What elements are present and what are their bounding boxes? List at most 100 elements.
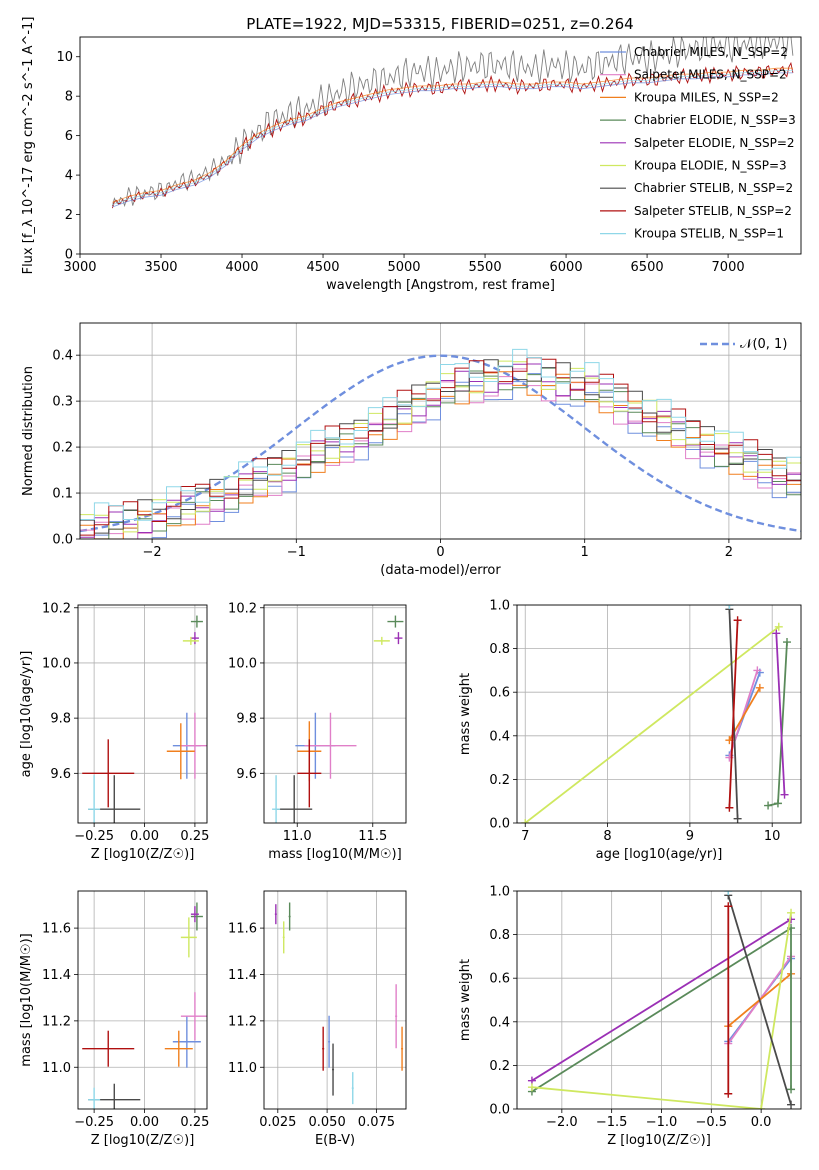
y-tick-label: 10.0 <box>228 656 257 671</box>
y-axis-label: Flux [f_λ 10^-17 erg cm^-2 s^-1 A^-1] <box>21 17 36 275</box>
axes-frame <box>77 604 208 824</box>
y-tick-label: 0.3 <box>52 395 73 410</box>
x-axis-label: Z [log10(Z/Z☉)] <box>91 1133 195 1148</box>
mass-weight-marker <box>780 790 789 799</box>
y-tick-label: 9.6 <box>236 767 257 782</box>
y-tick-label: 10.2 <box>42 601 71 616</box>
y-tick-label: 9.6 <box>50 767 71 782</box>
plot-area <box>78 891 207 1109</box>
y-tick-label: 11.0 <box>228 1061 257 1076</box>
mass-weight-vs-age-panel: 7 8 9 10 0.0 0.2 0.4 0.6 0.8 1.0 age [log10(age/yr… <box>458 599 802 862</box>
axes-frame <box>79 36 802 255</box>
legend-label: Kroupa MILES, N_SSP=2 <box>634 90 779 104</box>
mass-weight-marker <box>787 1085 796 1094</box>
legend-label: Chabrier STELIB, N_SSP=2 <box>634 181 793 195</box>
x-tick-label: 0.0 <box>751 1115 772 1130</box>
mass-weight-marker <box>725 803 734 812</box>
y-tick-label: 6 <box>65 129 73 144</box>
mass-weight-marker <box>521 819 530 823</box>
mass-weight-marker <box>773 799 782 808</box>
y-tick-label: 2 <box>65 208 73 223</box>
x-tick-label: −1.0 <box>646 1115 678 1130</box>
x-tick-label: 0.25 <box>180 829 209 844</box>
plot-area <box>80 323 801 539</box>
y-axis-label: mass weight <box>458 959 473 1041</box>
x-tick-label: 11.0 <box>283 829 312 844</box>
x-tick-label: 4500 <box>306 260 339 275</box>
spectrum-model-overlay <box>112 67 793 203</box>
plot-area <box>264 891 406 1109</box>
plot-area <box>111 37 794 209</box>
age-vs-mass-panel: 11.0 11.5 9.6 9.8 10.0 10.2 mass [log10(M/M☉)] <box>228 601 407 862</box>
legend-label: 𝒩(0, 1) <box>740 337 787 352</box>
x-tick-label: −2.0 <box>546 1115 578 1130</box>
y-tick-label: 0.8 <box>489 642 510 657</box>
legend-label: Salpeter ELODIE, N_SSP=2 <box>634 136 795 150</box>
mass-weight-marker <box>755 683 764 692</box>
y-tick-label: 11.0 <box>42 1061 71 1076</box>
y-tick-label: 11.4 <box>42 968 71 983</box>
legend-label: Salpeter MILES, N_SSP=2 <box>634 68 787 82</box>
x-tick-label: 5500 <box>469 260 502 275</box>
mass-vs-ebv-panel: 0.025 0.050 0.075 11.0 11.2 11.4 11.6 E(B-V) <box>228 890 407 1148</box>
mass-weight-marker <box>757 1105 766 1109</box>
x-tick-label: 7000 <box>712 260 745 275</box>
x-axis-label: Z [log10(Z/Z☉)] <box>607 1133 711 1148</box>
legend-label: Kroupa ELODIE, N_SSP=3 <box>634 159 787 173</box>
x-tick-label: 4000 <box>225 260 258 275</box>
y-tick-label: 0.4 <box>489 729 510 744</box>
residual-histogram-step <box>80 357 801 536</box>
mass-weight-marker <box>783 638 792 647</box>
mass-weight-marker <box>774 622 783 631</box>
y-tick-label: 0.1 <box>52 487 73 502</box>
mass-weight-marker <box>725 605 734 609</box>
x-tick-label: −0.25 <box>74 829 114 844</box>
mass-weight-marker <box>527 1083 536 1092</box>
axes-frame <box>263 604 407 824</box>
y-tick-label: 0.8 <box>489 928 510 943</box>
legend-label: Salpeter STELIB, N_SSP=2 <box>634 204 792 218</box>
plot-area <box>264 605 406 823</box>
mass-weight-marker <box>787 908 796 917</box>
spectrum-model-overlay <box>112 72 793 208</box>
mass-weight-vs-metallicity-panel: −2.0 −1.5 −1.0 −0.5 0.0 0.0 0.2 0.4 0.6 0.8 1.0 Z [… <box>458 885 802 1148</box>
age-vs-metallicity-panel: −0.25 0.00 0.25 9.6 9.8 10.0 10.2 Z [log10(Z/Z☉… <box>19 601 209 862</box>
y-tick-label: 0.4 <box>489 1015 510 1030</box>
x-tick-label: 0.25 <box>180 1115 209 1130</box>
x-tick-label: 0.075 <box>358 1115 395 1130</box>
y-tick-label: 11.2 <box>42 1014 71 1029</box>
residuals-panel: −2 −1 0 1 2 0.0 0.1 0.2 0.3 0.4 (data-model)/error… <box>21 322 802 578</box>
x-tick-label: 3500 <box>144 260 177 275</box>
y-tick-label: 10.2 <box>228 601 257 616</box>
mass-weight-marker <box>753 666 762 675</box>
mass-weight-marker <box>764 801 773 810</box>
x-tick-label: 3000 <box>63 260 96 275</box>
mass-weight-line <box>728 620 739 808</box>
x-tick-label: 5000 <box>387 260 420 275</box>
axes-frame <box>516 604 802 824</box>
mass-weight-line <box>531 918 792 1082</box>
y-tick-label: 10.0 <box>42 656 71 671</box>
axes-frame <box>263 890 407 1110</box>
x-tick-label: −0.25 <box>74 1115 114 1130</box>
y-tick-label: 9.8 <box>236 712 257 727</box>
y-tick-label: 11.6 <box>228 922 257 937</box>
figure-title: PLATE=1922, MJD=53315, FIBERID=0251, z=0… <box>246 15 633 33</box>
y-axis-label: age [log10(age/yr)] <box>19 651 34 778</box>
y-tick-label: 0.2 <box>489 773 510 788</box>
x-tick-label: 0.00 <box>130 1115 159 1130</box>
normal-reference-curve <box>80 354 801 533</box>
legend-label: Kroupa STELIB, N_SSP=1 <box>634 227 784 241</box>
x-axis-label: wavelength [Angstrom, rest frame] <box>326 278 555 293</box>
x-tick-label: 0 <box>436 545 444 560</box>
x-tick-label: 1 <box>581 545 589 560</box>
mass-weight-line <box>531 912 792 1109</box>
x-tick-label: 6000 <box>550 260 583 275</box>
mass-weight-marker <box>724 891 733 895</box>
x-tick-label: 7 <box>521 829 529 844</box>
mass-weight-marker <box>733 814 742 823</box>
spectrum-panel: 3000 3500 4000 4500 5000 5500 6000 6500 7000 0 2 4 6… <box>21 17 802 293</box>
y-tick-label: 1.0 <box>489 885 510 900</box>
x-tick-label: 0.00 <box>130 829 159 844</box>
y-tick-label: 10 <box>56 50 73 65</box>
